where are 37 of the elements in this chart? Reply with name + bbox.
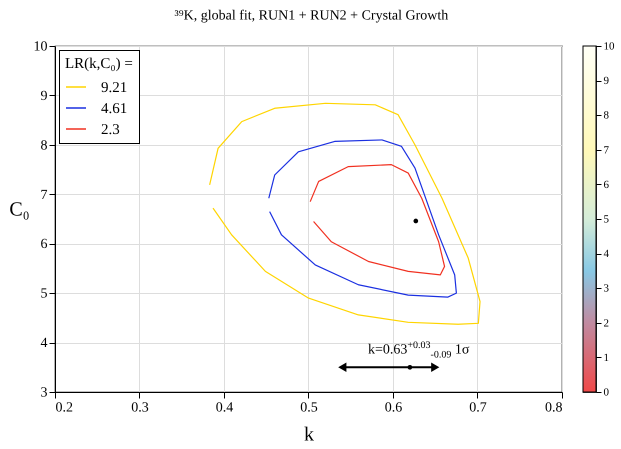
color-bar-label: 0: [604, 386, 610, 398]
legend-label: 2.3: [101, 122, 120, 138]
legend-label: 4.61: [101, 101, 128, 117]
y-tick-label: 8: [40, 138, 48, 154]
color-bar-label: 7: [604, 144, 610, 156]
line-series: [310, 164, 446, 276]
y-tick-label: 10: [34, 40, 48, 54]
color-bar-label: 10: [604, 40, 615, 52]
color-bar-label: 3: [604, 282, 610, 295]
y-tick-label: 6: [40, 237, 48, 252]
line-series: [268, 139, 457, 298]
color-bar-label: 5: [604, 214, 610, 226]
color-bar-label: 4: [604, 248, 610, 260]
x-axis-title: k: [304, 424, 314, 446]
legend-title: LR(k,C₀) =: [65, 56, 133, 72]
color-bar-label: 8: [604, 110, 610, 122]
y-tick-label: 9: [40, 88, 48, 104]
x-tick-label: 0.3: [131, 400, 149, 416]
y-tick-label: 7: [40, 188, 48, 203]
x-tick-label: 0.2: [56, 400, 73, 416]
legend-label: 9.21: [101, 80, 128, 96]
line-series: [209, 102, 481, 325]
chart-title: ³⁹K, global fit, RUN1 + RUN2 + Crystal Growth: [174, 8, 448, 24]
x-tick-label: 0.6: [384, 400, 402, 416]
y-tick-label: 5: [40, 286, 48, 302]
y-axis-title: C₀: [9, 198, 30, 220]
y-tick-label: 3: [40, 386, 48, 400]
x-tick-label: 0.8: [545, 400, 562, 416]
y-tick-label: 4: [40, 336, 48, 352]
color-bar-label: 6: [604, 178, 610, 191]
color-bar-label: 2: [604, 317, 609, 330]
x-tick-label: 0.4: [216, 400, 234, 416]
color-bar-label: 9: [604, 75, 610, 88]
annotation: k=0.63$^{+0.03}$$_{-0.09}$ 1σ: [368, 340, 470, 360]
color-bar-label: 1: [604, 352, 609, 364]
x-tick-label: 0.5: [300, 400, 318, 416]
x-tick-label: 0.7: [469, 400, 487, 416]
